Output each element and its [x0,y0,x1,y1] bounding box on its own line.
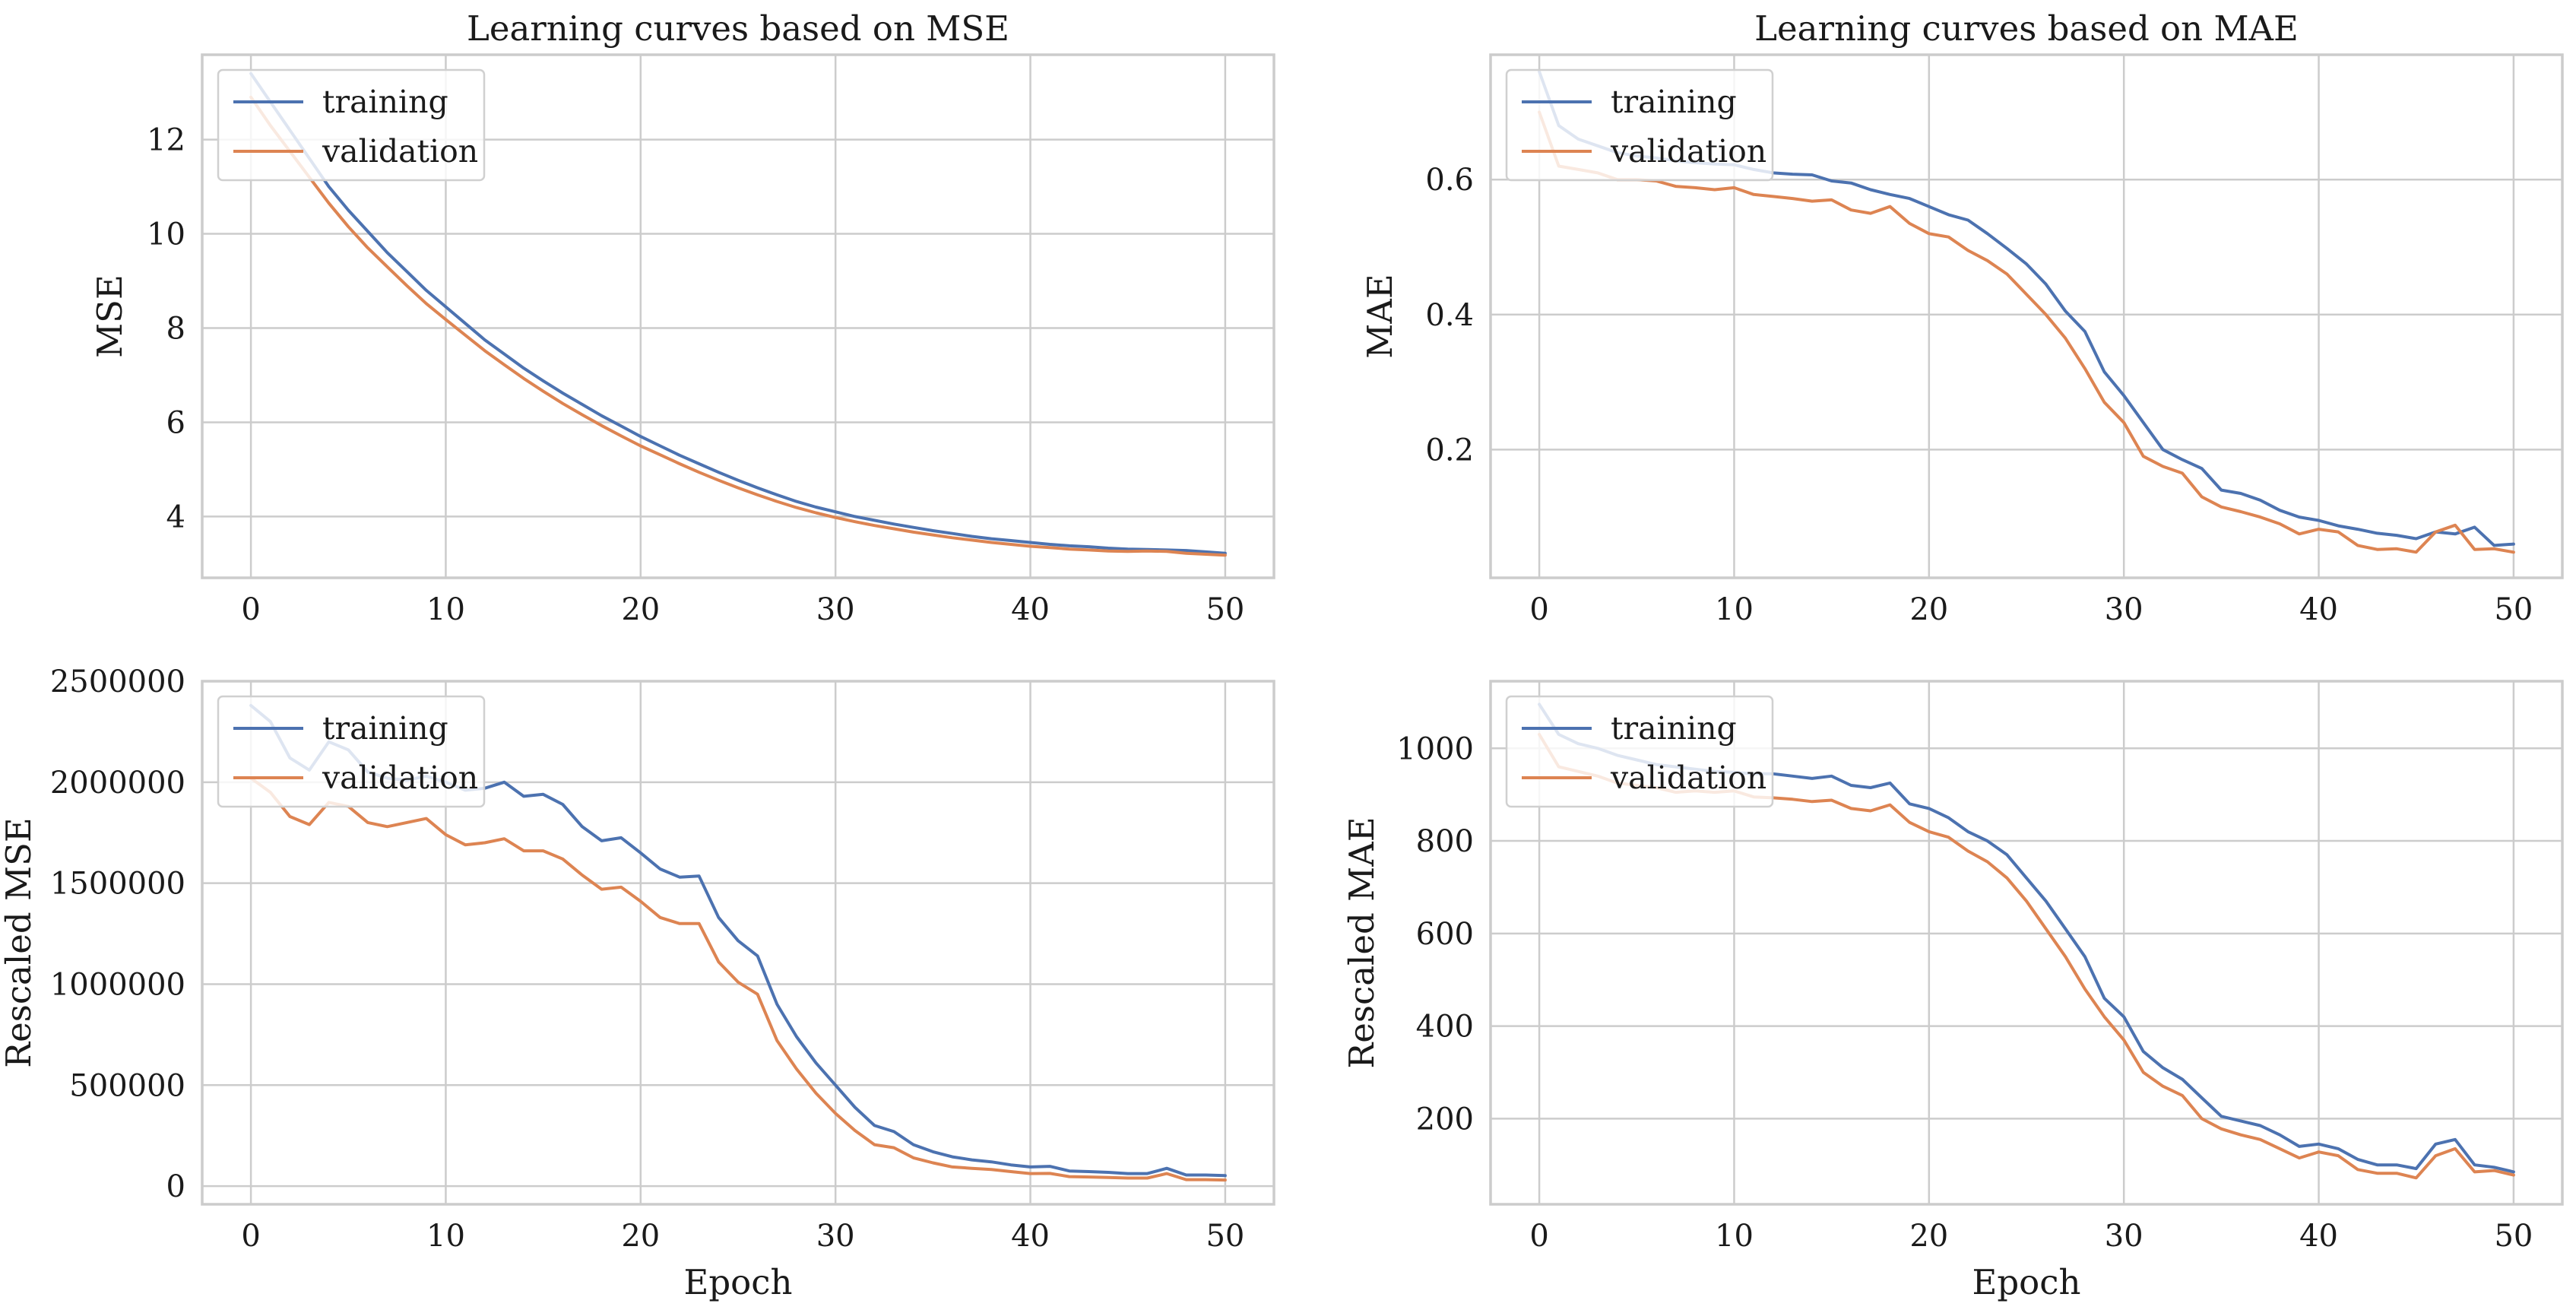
legend: training validation [1505,695,1774,808]
legend-label-training: training [322,710,448,747]
x-tick-label: 0 [1529,592,1548,627]
series-line-validation [1538,110,2515,554]
legend-label-validation: validation [322,133,478,170]
y-tick-label: 8 [166,311,185,346]
x-axis-label: Epoch [684,1262,793,1302]
legend: training validation [1505,68,1774,182]
y-tick-label: 2000000 [50,766,185,801]
y-tick-label: 1500000 [50,867,185,902]
chart-title: Learning curves based on MAE [1754,8,2299,49]
legend: training validation [217,68,486,182]
chart-panel-3: 0 10 20 30 40 50 0 500000 1000000 1500000 2000000 2… [0,664,1275,1302]
y-axis-label: MAE [1360,274,1400,358]
x-tick-label: 50 [1206,1219,1244,1254]
y-tick-label: 0.2 [1425,433,1474,468]
x-tick-label: 30 [816,592,855,627]
x-tick-label: 0 [241,1219,260,1254]
x-tick-label: 50 [2494,1219,2533,1254]
x-tick-label: 30 [816,1219,855,1254]
y-tick-label: 1000000 [50,967,185,1002]
y-tick-label: 0 [166,1169,185,1204]
chart-panel-1: 0 10 20 30 40 50 4 6 8 10 12 Learning curves based … [90,8,1275,627]
legend-label-validation: validation [1610,760,1766,796]
y-tick-label: 500000 [69,1068,185,1103]
x-tick-label: 50 [1206,592,1244,627]
x-tick-label: 0 [241,592,260,627]
plot-frame [201,53,1275,579]
series-line-validation [249,776,1227,1182]
chart-panel-2: 0 10 20 30 40 50 0.2 0.4 0.6 Learning curves base… [1360,8,2564,627]
x-tick-label: 50 [2494,592,2533,627]
legend-label-training: training [1611,84,1737,120]
x-tick-label: 40 [1011,592,1050,627]
x-tick-label: 40 [2299,592,2338,627]
legend-label-training: training [322,84,448,120]
legend-label-validation: validation [322,760,478,796]
plot-frame [1489,680,2564,1206]
legend-label-validation: validation [1610,133,1766,170]
y-tick-label: 0.4 [1425,298,1474,333]
plot-frame [1489,53,2564,579]
y-tick-label: 2500000 [50,664,185,699]
y-axis-label: Rescaled MAE [1342,817,1382,1068]
y-tick-label: 12 [147,123,185,158]
series-line-validation [249,95,1227,557]
x-tick-label: 20 [1909,592,1948,627]
x-tick-label: 10 [426,592,465,627]
x-tick-label: 30 [2105,1219,2143,1254]
y-tick-label: 200 [1416,1102,1474,1137]
x-tick-label: 10 [1715,1219,1754,1254]
plot-frame [201,680,1275,1206]
y-axis-label: Rescaled MSE [0,817,39,1068]
x-tick-label: 20 [1909,1219,1948,1254]
chart-panel-4: 0 10 20 30 40 50 200 400 600 800 1000 Epoch Rescaled… [1342,680,2564,1302]
x-axis-label: Epoch [1972,1262,2081,1302]
y-tick-label: 4 [166,500,185,534]
x-tick-label: 20 [621,1219,660,1254]
y-tick-label: 10 [147,217,185,252]
series-line-training [249,71,1227,555]
x-tick-label: 20 [621,592,660,627]
chart-title: Learning curves based on MSE [467,8,1009,49]
legend: training validation [217,695,486,808]
x-tick-label: 40 [1011,1219,1050,1254]
y-axis-label: MSE [90,274,130,358]
y-tick-label: 600 [1416,917,1474,952]
y-tick-label: 1000 [1396,731,1474,766]
x-tick-label: 10 [426,1219,465,1254]
x-tick-label: 0 [1529,1219,1548,1254]
x-tick-label: 40 [2299,1219,2338,1254]
y-tick-label: 400 [1416,1010,1474,1045]
y-tick-label: 800 [1416,824,1474,859]
x-tick-label: 10 [1715,592,1754,627]
y-tick-label: 0.6 [1425,163,1474,198]
y-tick-label: 6 [166,405,185,440]
legend-label-training: training [1611,710,1737,747]
x-tick-label: 30 [2105,592,2143,627]
